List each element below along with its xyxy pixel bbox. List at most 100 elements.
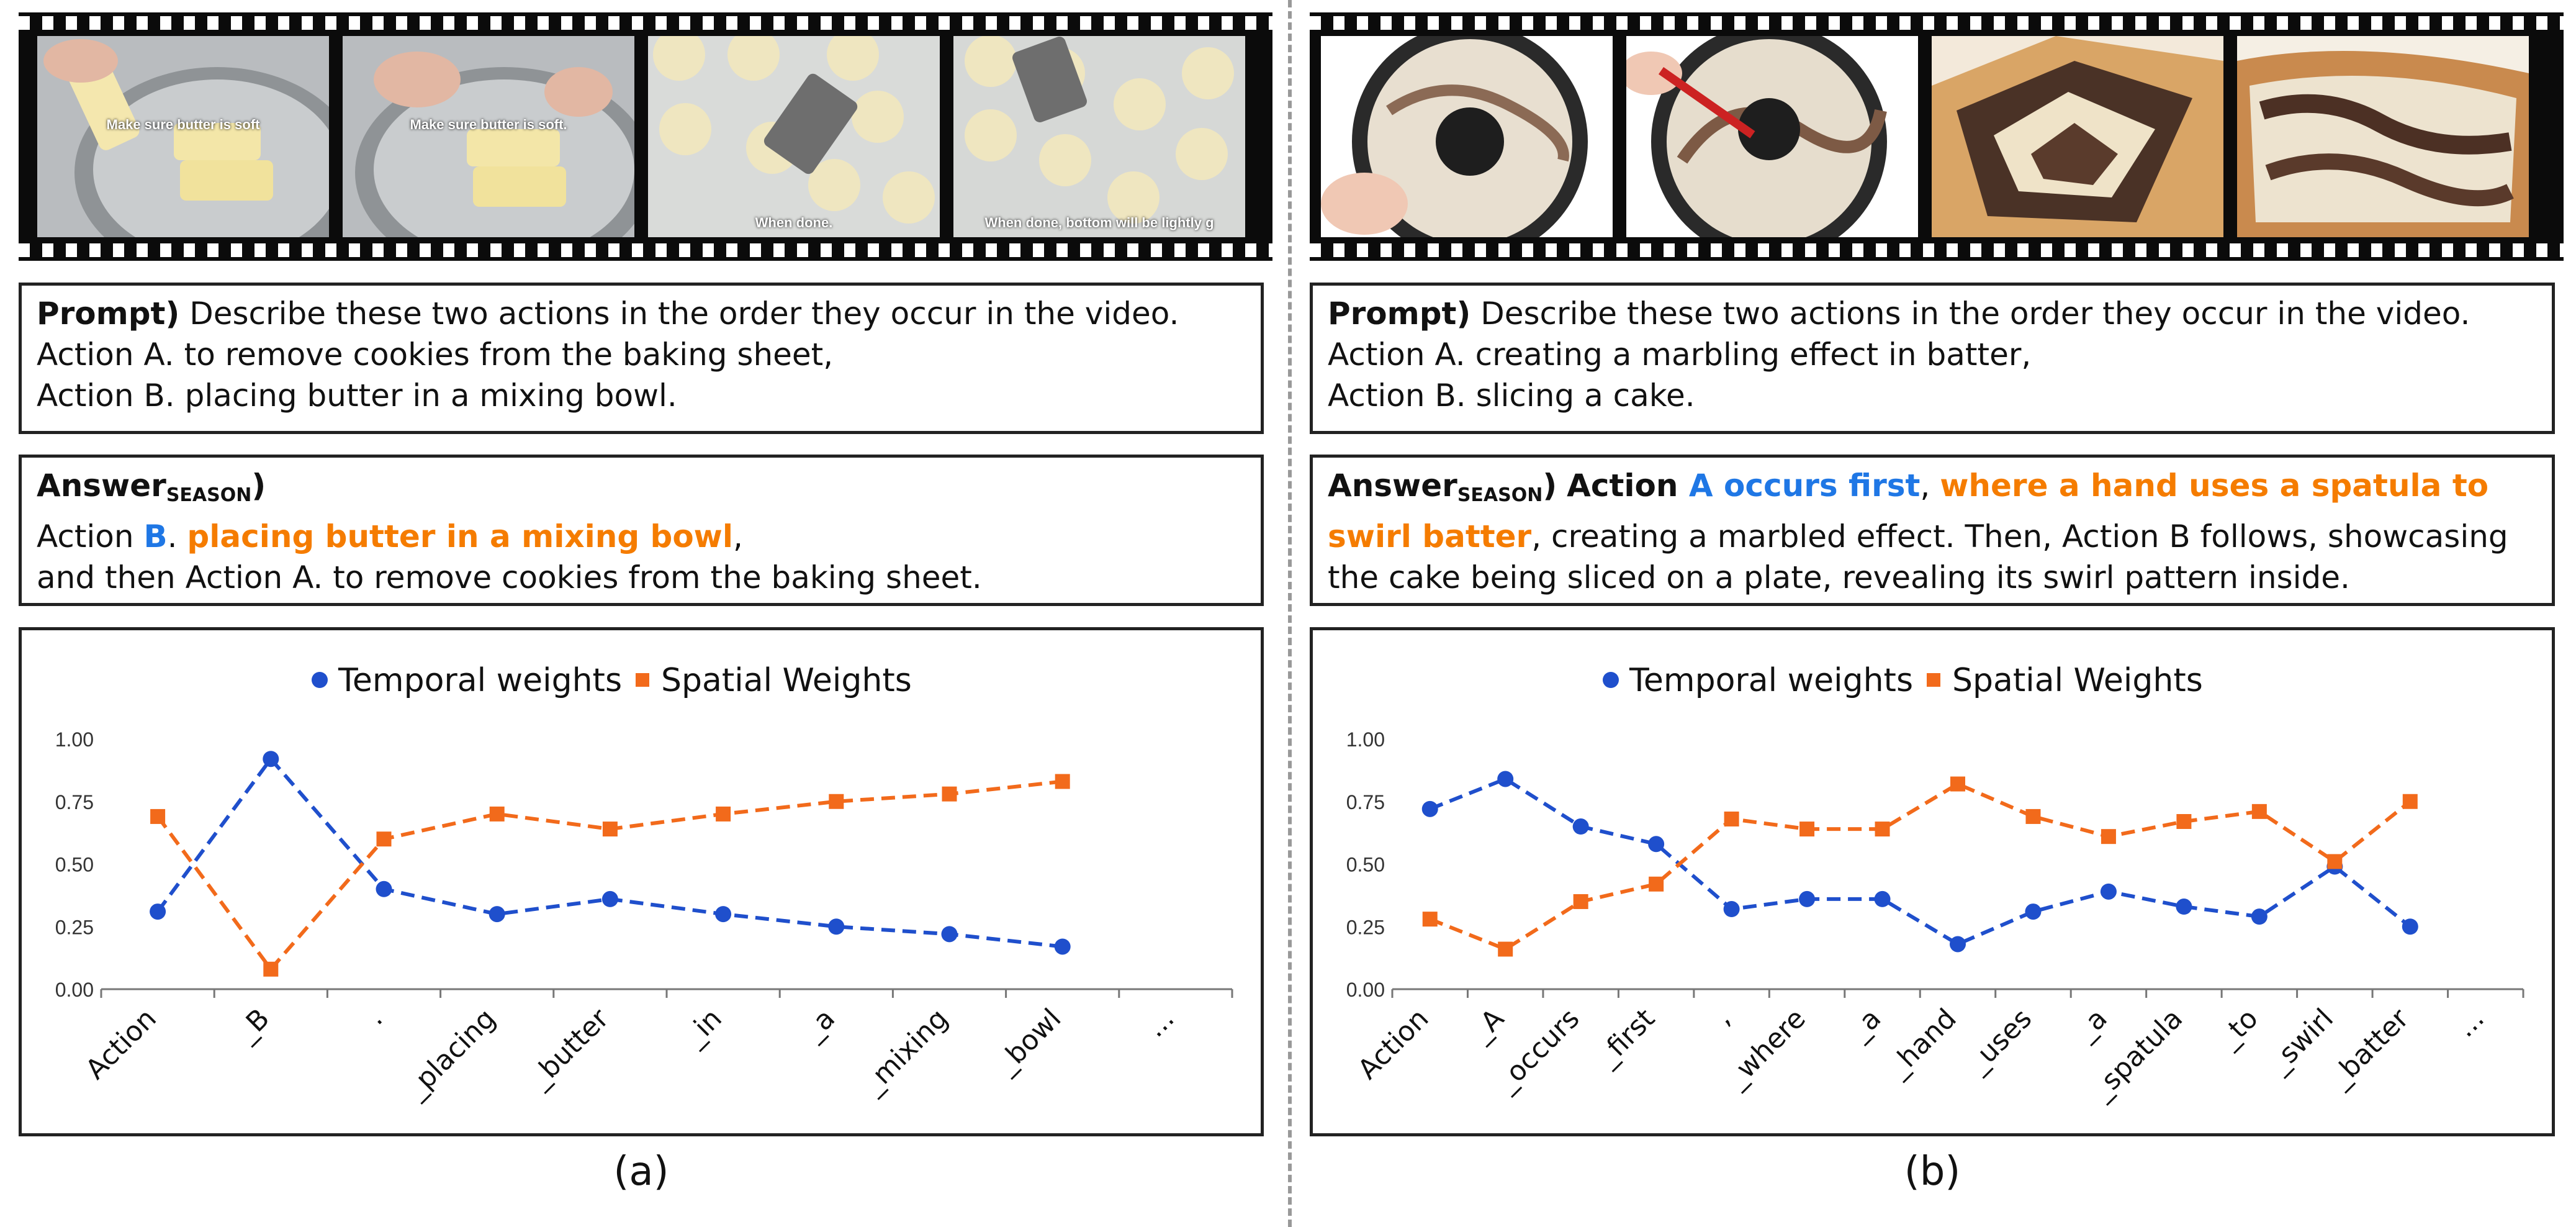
- spatial-point: [2101, 829, 2116, 844]
- video-frame-1: Make sure butter is soft: [37, 36, 329, 237]
- y-tick-label: 0.00: [55, 979, 94, 1001]
- spatial-line: [1429, 782, 2412, 951]
- sprocket-holes-top: [19, 16, 1272, 30]
- y-tick-label: 0.25: [1346, 916, 1385, 938]
- answer-close: ): [251, 468, 266, 504]
- x-tick-label: ,: [1708, 1003, 1736, 1031]
- legend-marker-spatial: [636, 673, 649, 687]
- x-tick-label: _mixing: [856, 1003, 954, 1101]
- chart-b-box: Temporal weights Spatial Weights 0.00 0.25 0…: [1310, 627, 2555, 1136]
- x-tick-label: ...: [2449, 1003, 2490, 1044]
- video-frame-3: [1932, 36, 2223, 237]
- x-tick-label: _B: [230, 1003, 276, 1049]
- prompt-head: Prompt): [1328, 296, 1471, 332]
- video-frame-3: When done.: [648, 36, 940, 237]
- video-frame-4: [2237, 36, 2529, 237]
- answer-line-3: the cake being sliced on a plate, reveal…: [1328, 559, 2350, 595]
- answer-orange-text: placing butter in a mixing bowl: [187, 518, 734, 555]
- temporal-line: [1429, 777, 2412, 946]
- answer-subscript: SEASON: [166, 484, 252, 506]
- prompt-line-1: Prompt) Describe these two actions in th…: [1328, 293, 2537, 334]
- answer-mid: ,: [1920, 468, 1940, 504]
- x-tick-label: _A: [1464, 1003, 1510, 1049]
- panel-divider: [1288, 0, 1292, 1227]
- spatial-point: [2402, 794, 2418, 809]
- frame-image: [1626, 36, 1918, 237]
- x-tick-label: _a: [1843, 1003, 1887, 1047]
- answer-prefix: Action: [1567, 468, 1689, 504]
- x-tick-label: _batter: [2323, 1002, 2415, 1094]
- answer-line-1: AnswerSEASON) Action A occurs first, whe…: [1328, 465, 2537, 516]
- temporal-point: [1497, 771, 1514, 787]
- frame-image: [648, 36, 940, 237]
- spatial-point: [1649, 876, 1664, 892]
- x-tick-label: Action: [1352, 1003, 1435, 1086]
- x-tick-label: _hand: [1881, 1003, 1963, 1084]
- answer-subscript: SEASON: [1457, 484, 1543, 506]
- answer-close: ): [1542, 468, 1557, 504]
- legend-label: Temporal weights: [1629, 662, 1913, 699]
- frame-image: [1932, 36, 2223, 237]
- prompt-action-b: Action B. slicing a cake.: [1328, 378, 1695, 414]
- spatial-point: [1799, 822, 1815, 837]
- prompt-action-a: Action A. to remove cookies from the bak…: [37, 337, 834, 373]
- frame-image: [37, 36, 329, 237]
- temporal-point: [1648, 836, 1665, 853]
- spatial-point: [1498, 941, 1513, 957]
- temporal-point: [828, 918, 845, 935]
- answer-head: Answer: [37, 468, 166, 504]
- sprocket-holes-bottom: [19, 243, 1272, 257]
- prompt-box: Prompt) Describe these two actions in th…: [1310, 283, 2555, 434]
- y-tick-label: 0.50: [55, 854, 94, 876]
- temporal-point: [2025, 903, 2042, 920]
- frame-caption: When done, bottom will be lightly g: [984, 215, 1214, 230]
- temporal-point: [601, 890, 618, 907]
- temporal-point: [2176, 899, 2192, 915]
- video-frame-2: Make sure butter is soft.: [343, 36, 634, 237]
- answer-blue-text: B: [143, 518, 168, 555]
- answer-box: AnswerSEASON) Action B. placing butter i…: [19, 455, 1264, 606]
- prompt-question: Describe these two actions in the order …: [189, 296, 1179, 332]
- answer-orange-text: where a hand uses a spatula to: [1940, 468, 2489, 504]
- chart-a: Temporal weights Spatial Weights 0.00 0.25 0…: [55, 662, 1233, 1105]
- prompt-head: Prompt): [37, 296, 180, 332]
- prompt-box: Prompt) Describe these two actions in th…: [19, 283, 1264, 434]
- x-tick-label: .: [360, 1003, 389, 1031]
- answer-head-line: AnswerSEASON): [37, 465, 1246, 516]
- temporal-point: [1950, 936, 1966, 953]
- spatial-point: [1573, 894, 1588, 909]
- spatial-point: [150, 808, 166, 824]
- panel-a: Make sure butter is soft Make sure butte…: [19, 0, 1272, 1227]
- spatial-point: [376, 831, 392, 847]
- prompt-action-a: Action A. creating a marbling effect in …: [1328, 337, 2032, 373]
- y-tick-label: 1.00: [1346, 728, 1385, 751]
- y-tick-label: 0.25: [55, 916, 94, 938]
- spatial-point: [2025, 808, 2041, 824]
- y-tick-label: 0.75: [1346, 791, 1385, 813]
- spatial-point: [716, 806, 731, 822]
- temporal-point: [1799, 890, 1816, 907]
- spatial-point: [1875, 822, 1890, 837]
- answer-head: Answer: [1328, 468, 1457, 504]
- chart-b: Temporal weights Spatial Weights 0.00 0.25 0…: [1346, 662, 2524, 1107]
- frame-caption: Make sure butter is soft: [106, 117, 260, 132]
- temporal-point: [263, 751, 279, 767]
- answer-line-2: and then Action A. to remove cookies fro…: [37, 559, 982, 595]
- x-tick-label: _where: [1720, 1003, 1812, 1095]
- answer-line-2: swirl batter, creating a marbled effect.…: [1328, 516, 2537, 557]
- spatial-point: [1422, 912, 1438, 927]
- temporal-point: [376, 881, 392, 897]
- frame-caption: Make sure butter is soft.: [410, 117, 567, 132]
- temporal-point: [941, 926, 958, 943]
- sprocket-holes-bottom: [1310, 243, 2564, 257]
- temporal-point: [489, 906, 505, 923]
- y-tick-label: 0.50: [1346, 854, 1385, 876]
- chart-a-box: Temporal weights Spatial Weights 0.00 0.25 0…: [19, 627, 1264, 1136]
- panel-label: (b): [1904, 1149, 1961, 1195]
- legend-label: Temporal weights: [338, 662, 622, 699]
- legend-marker-temporal: [1603, 672, 1619, 688]
- legend-label: Spatial Weights: [661, 662, 912, 699]
- video-frame-4: When done, bottom will be lightly g: [953, 36, 1245, 237]
- y-tick-label: 1.00: [55, 728, 94, 751]
- y-tick-label: 0.75: [55, 791, 94, 813]
